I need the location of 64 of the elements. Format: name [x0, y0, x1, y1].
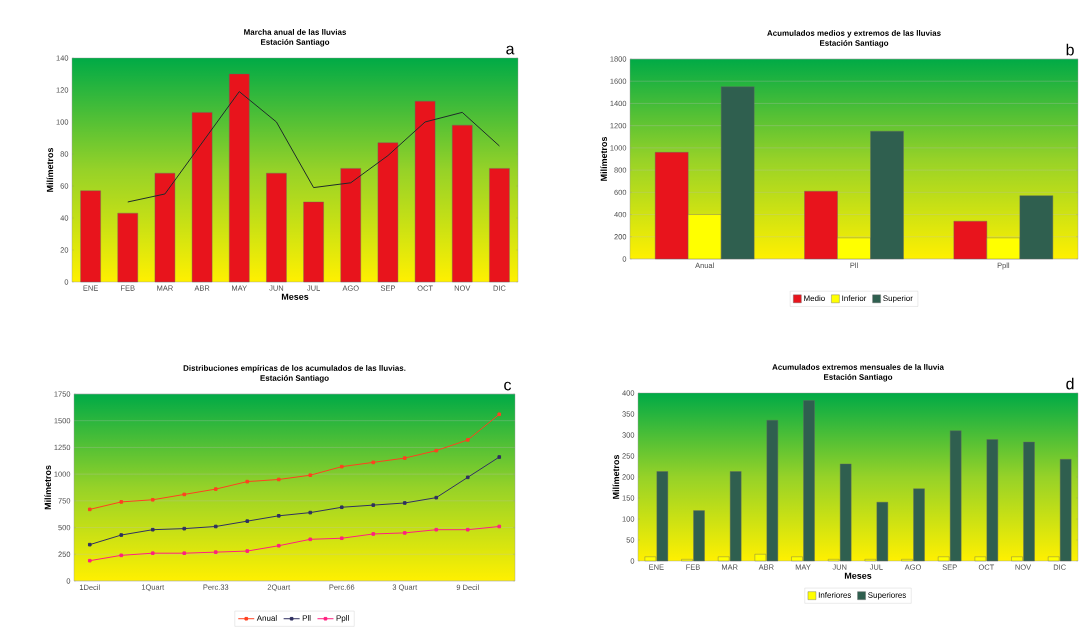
bar	[266, 172, 287, 283]
point	[119, 553, 124, 558]
y-axis-title: Milímetros	[600, 136, 608, 181]
point	[245, 519, 250, 523]
bar	[377, 142, 399, 283]
point	[371, 532, 376, 536]
point	[213, 487, 218, 491]
point	[497, 524, 502, 529]
point	[434, 448, 439, 453]
bar	[489, 168, 510, 283]
point	[276, 543, 281, 548]
text: c	[504, 381, 512, 391]
point	[308, 473, 313, 477]
point	[339, 505, 344, 510]
x-axis-title: Meses	[844, 572, 872, 579]
point	[182, 551, 187, 555]
bar	[229, 73, 250, 283]
bar	[191, 112, 213, 283]
point	[402, 456, 407, 460]
point	[465, 438, 470, 442]
point	[402, 501, 407, 505]
point	[245, 479, 250, 484]
bar	[117, 212, 138, 283]
y-axis-title: Milímetros	[44, 465, 52, 510]
point	[213, 524, 218, 529]
point	[465, 527, 470, 532]
point	[339, 536, 344, 541]
point	[434, 527, 439, 532]
point	[119, 500, 124, 504]
text: a	[506, 45, 515, 55]
point	[308, 537, 313, 542]
point	[402, 531, 407, 535]
point	[87, 507, 92, 512]
point	[119, 533, 124, 537]
point	[182, 526, 187, 531]
text: b	[1066, 43, 1074, 56]
bar	[154, 172, 176, 283]
point	[213, 550, 218, 554]
text: d	[1066, 377, 1074, 390]
bar	[452, 124, 473, 283]
point	[371, 460, 376, 465]
bar	[414, 100, 436, 283]
bar	[80, 190, 101, 283]
bar	[303, 201, 324, 283]
point	[434, 495, 439, 500]
point	[87, 558, 92, 563]
x-axis-title: Meses	[281, 293, 309, 300]
point	[339, 464, 344, 469]
point	[371, 503, 376, 507]
y-axis-title: Milímetros	[46, 147, 54, 192]
point	[150, 551, 155, 555]
point	[497, 412, 502, 417]
point	[150, 527, 155, 532]
point	[150, 497, 155, 502]
point	[182, 492, 187, 497]
point	[245, 549, 250, 553]
point	[497, 455, 502, 459]
point	[87, 542, 92, 547]
point	[308, 510, 313, 515]
point	[465, 475, 470, 480]
bar	[340, 168, 361, 283]
y-axis-title: Milímetros	[612, 454, 620, 499]
point	[276, 477, 281, 482]
point	[276, 514, 281, 518]
